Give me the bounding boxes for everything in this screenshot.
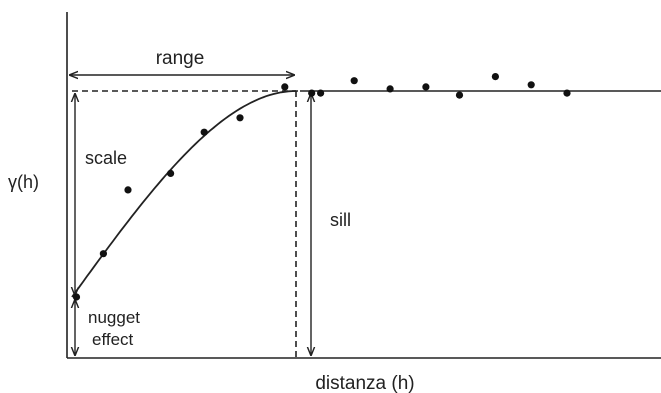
data-point-8 xyxy=(308,89,316,97)
nugget-label-line2: effect xyxy=(92,330,134,349)
data-point-6 xyxy=(236,114,244,122)
data-point-15 xyxy=(527,81,535,89)
nugget-label-line1: nugget xyxy=(88,308,140,327)
data-point-14 xyxy=(491,73,499,81)
data-point-12 xyxy=(422,83,430,91)
data-point-9 xyxy=(317,89,325,97)
data-point-3 xyxy=(124,186,132,194)
data-point-10 xyxy=(350,77,358,85)
data-points xyxy=(72,73,571,301)
x-axis-label: distanza (h) xyxy=(315,373,414,393)
data-point-2 xyxy=(99,250,107,258)
data-point-16 xyxy=(563,89,571,97)
sill-label: sill xyxy=(330,210,351,230)
data-point-5 xyxy=(200,128,208,136)
data-point-7 xyxy=(281,83,289,91)
range-label: range xyxy=(156,48,205,69)
scale-label: scale xyxy=(85,148,127,168)
data-point-1 xyxy=(72,293,81,301)
data-point-13 xyxy=(455,91,464,99)
y-axis-label: γ(h) xyxy=(8,172,39,192)
variogram-model-curve xyxy=(71,90,297,298)
data-point-4 xyxy=(167,169,175,177)
data-point-11 xyxy=(386,85,394,93)
